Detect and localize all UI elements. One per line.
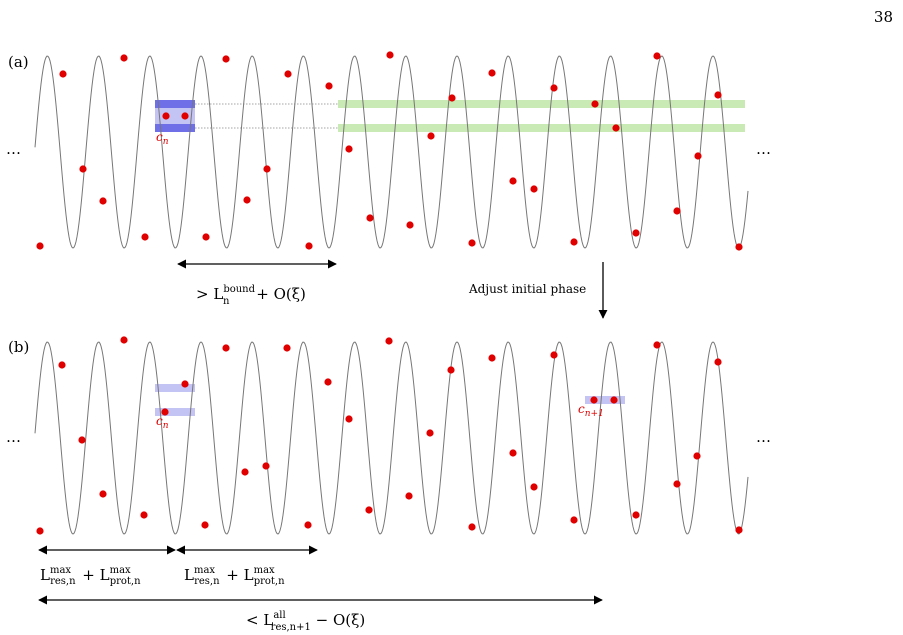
cell-n-band-top <box>155 100 195 108</box>
sample-dot-a <box>284 70 292 78</box>
cell-n-band-bottom-b <box>155 408 195 416</box>
sample-dot-a <box>448 94 456 102</box>
sample-dot-b <box>385 337 393 345</box>
sample-dot-a <box>406 221 414 229</box>
dots-b <box>36 336 743 535</box>
sample-dot-b <box>735 526 743 534</box>
sample-dot-b <box>550 351 558 359</box>
sample-dot-a <box>222 55 230 63</box>
sample-dot-a <box>488 69 496 77</box>
length-label-2: Lmax res,n + Lmax prot,n <box>184 565 285 587</box>
sample-dot-a <box>162 112 170 120</box>
sample-dot-a <box>99 197 107 205</box>
sample-dot-b <box>241 468 249 476</box>
sample-dot-a <box>530 185 538 193</box>
sample-dot-a <box>36 242 44 250</box>
wave-a <box>34 55 749 249</box>
sample-dot-a <box>141 233 149 241</box>
cell-n-label-b: cn <box>156 414 169 431</box>
band-green-bottom <box>338 124 745 132</box>
sample-dot-b <box>530 483 538 491</box>
sample-dot-b <box>262 462 270 470</box>
sample-dot-a <box>243 196 251 204</box>
sample-dot-a <box>120 54 128 62</box>
sample-dot-a <box>694 152 702 160</box>
sample-dot-b <box>222 344 230 352</box>
cell-n-band-bottom <box>155 124 195 132</box>
sample-dot-a <box>59 70 67 78</box>
sample-dot-a <box>345 145 353 153</box>
sample-dot-a <box>181 112 189 120</box>
sample-dot-a <box>202 233 210 241</box>
sample-dot-b <box>405 492 413 500</box>
sample-dot-b <box>304 521 312 529</box>
sample-dot-b <box>58 361 66 369</box>
sample-dot-a <box>427 132 435 140</box>
sample-dot-b <box>509 449 517 457</box>
sample-dot-a <box>714 91 722 99</box>
panel-b-label: (b) <box>8 338 29 356</box>
panel-a-label: (a) <box>8 53 29 71</box>
sample-dot-b <box>570 516 578 524</box>
sample-dot-a <box>263 165 271 173</box>
panel-a-dots-left: … <box>6 140 21 158</box>
sample-dot-a <box>612 124 620 132</box>
length-label-1: Lmax res,n + Lmax prot,n <box>40 565 141 587</box>
sample-dot-b <box>99 490 107 498</box>
sample-dot-b <box>673 480 681 488</box>
sample-dot-a <box>550 84 558 92</box>
sample-dot-a <box>570 238 578 246</box>
sample-dot-b <box>426 429 434 437</box>
panel-b: (b) … … cn cn+1 Lmax res,n + Lmax prot,n L… <box>6 336 771 633</box>
sample-dot-a <box>509 177 517 185</box>
panel-b-dots-right: … <box>756 428 771 446</box>
sample-dot-b <box>78 436 86 444</box>
sample-dot-a <box>386 51 394 59</box>
band-green-top <box>338 100 745 108</box>
sample-dot-b <box>714 358 722 366</box>
sample-dot-b <box>161 408 169 416</box>
sample-dot-a <box>591 100 599 108</box>
sample-dot-a <box>305 242 313 250</box>
sample-dot-b <box>181 380 189 388</box>
panel-a-dots-right: … <box>756 140 771 158</box>
sample-dot-b <box>468 523 476 531</box>
sample-dot-b <box>693 452 701 460</box>
cell-n1-label: cn+1 <box>578 402 604 419</box>
sample-dot-b <box>365 506 373 514</box>
sample-dot-b <box>140 511 148 519</box>
cell-n1-band <box>585 396 625 404</box>
sample-dot-b <box>590 396 598 404</box>
cell-n-band-top-b <box>155 384 195 392</box>
panel-a: (a) … … cn > Lbound n + O(ξ) <box>6 51 771 307</box>
sample-dot-a <box>366 214 374 222</box>
sample-dot-b <box>488 354 496 362</box>
sample-dot-a <box>325 82 333 90</box>
sample-dot-b <box>632 511 640 519</box>
sample-dot-b <box>447 366 455 374</box>
sample-dot-b <box>201 521 209 529</box>
panel-b-dots-left: … <box>6 428 21 446</box>
sample-dot-b <box>653 341 661 349</box>
page-number: 38 <box>873 8 893 26</box>
length-label-bound: > Lbound n + O(ξ) <box>196 284 306 307</box>
cell-n-label-a: cn <box>156 130 169 147</box>
sample-dot-b <box>36 527 44 535</box>
sample-dot-a <box>653 52 661 60</box>
sample-dot-a <box>79 165 87 173</box>
adjust-phase-caption: Adjust initial phase <box>468 282 586 296</box>
length-label-total: < Lall res,n+1 − O(ξ) <box>246 610 365 633</box>
sample-dot-a <box>468 239 476 247</box>
sample-dot-b <box>283 344 291 352</box>
sample-dot-b <box>120 336 128 344</box>
dots-a <box>36 51 743 251</box>
sample-dot-b <box>324 378 332 386</box>
sample-dot-b <box>610 396 618 404</box>
sample-dot-a <box>632 229 640 237</box>
sample-dot-a <box>673 207 681 215</box>
sample-dot-b <box>345 415 353 423</box>
wave-b <box>34 341 749 535</box>
sample-dot-a <box>735 243 743 251</box>
